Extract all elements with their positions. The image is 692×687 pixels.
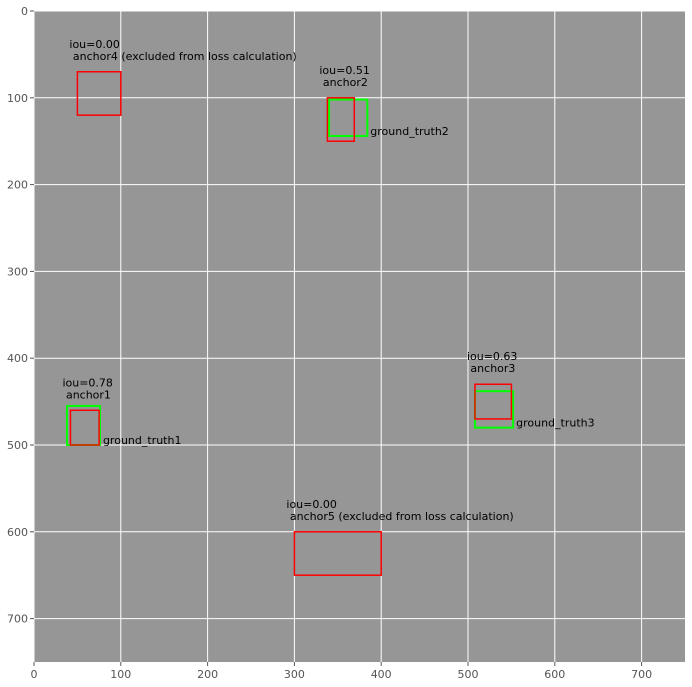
y-tick-label: 300 <box>7 265 28 278</box>
anchor-label-line: iou=0.00 <box>69 38 119 51</box>
x-tick-label: 700 <box>631 668 652 681</box>
x-tick-label: 500 <box>458 668 479 681</box>
y-tick-label: 400 <box>7 352 28 365</box>
anchor-box <box>76 71 122 116</box>
anchor-label: iou=0.00 anchor5 (excluded from loss cal… <box>286 498 513 523</box>
x-tick-label: 0 <box>31 668 38 681</box>
x-tick-label: 600 <box>544 668 565 681</box>
bounding-boxes <box>65 71 515 576</box>
x-tick-label: 100 <box>110 668 131 681</box>
plot-area <box>33 10 685 662</box>
anchor-box <box>326 97 356 142</box>
anchor-label: iou=0.00 anchor4 (excluded from loss cal… <box>69 38 296 63</box>
anchor-box <box>474 383 513 420</box>
anchor-label: iou=0.78 anchor1 <box>62 376 112 401</box>
axis-ticks: 0 100 200 300 400 500 600 700 0 100 200 300 400 500 60… <box>7 5 652 681</box>
anchor-box <box>69 409 100 446</box>
anchor-label-line: anchor4 (excluded from loss calculation) <box>69 50 296 63</box>
anchor-label: iou=0.51 anchor2 <box>319 64 369 89</box>
anchor-label: iou=0.63 anchor3 <box>467 350 517 375</box>
box-labels: ground_truth1ground_truth2ground_truth3i… <box>62 38 594 523</box>
y-tick-label: 200 <box>7 179 28 192</box>
ground-truth-label: ground_truth3 <box>516 417 595 430</box>
plot-background <box>34 11 685 662</box>
ground-truth-label: ground_truth1 <box>103 434 182 447</box>
anchor-label-line: iou=0.63 <box>467 350 517 363</box>
anchor-box <box>293 531 382 576</box>
ground-truth-label: ground_truth2 <box>370 125 449 138</box>
y-tick-label: 0 <box>21 5 28 18</box>
ground-truth-box <box>328 98 369 137</box>
anchor-label-line: iou=0.00 <box>286 498 336 511</box>
anchor-label-line: iou=0.78 <box>62 376 112 389</box>
x-tick-label: 400 <box>371 668 392 681</box>
anchor-label-line: anchor5 (excluded from loss calculation) <box>286 510 513 523</box>
anchor-label-line: iou=0.51 <box>319 64 369 77</box>
y-tick-label: 700 <box>7 613 28 626</box>
x-tick-label: 200 <box>197 668 218 681</box>
y-tick-label: 600 <box>7 526 28 539</box>
anchor-label-line: anchor2 <box>319 76 367 89</box>
y-tick-label: 100 <box>7 92 28 105</box>
anchor-label-line: anchor3 <box>467 362 515 375</box>
y-tick-label: 500 <box>7 439 28 452</box>
x-tick-label: 300 <box>284 668 305 681</box>
anchor-label-line: anchor1 <box>62 388 110 401</box>
